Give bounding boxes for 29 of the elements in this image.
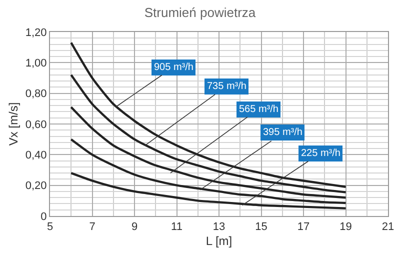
x-tick-label: 11 <box>171 221 182 234</box>
line-series <box>70 42 347 188</box>
x-tick-label: 13 <box>212 221 226 234</box>
annotation: 905 m³/h <box>154 62 194 73</box>
line-series <box>70 74 347 194</box>
x-tick-label: 7 <box>89 221 96 234</box>
x-tick-label: 19 <box>340 221 352 234</box>
x-tick-label: 15 <box>255 221 268 234</box>
y-tick-label: 1,20 <box>25 26 47 39</box>
y-tick-label: 1,00 <box>25 58 47 70</box>
annotation: 565 m³/h <box>239 104 278 115</box>
line-series <box>70 106 347 199</box>
y-axis-title: Vx [m/s] <box>6 102 21 146</box>
annotation: 225 m³/h <box>301 148 340 159</box>
y-tick-label: 0 <box>40 210 47 223</box>
line-series <box>70 172 347 210</box>
x-tick-label: 21 <box>382 221 394 234</box>
x-axis-title: L [m] <box>206 234 232 248</box>
x-tick-label: 5 <box>46 221 54 234</box>
chart-title: Strumień powietrza <box>144 5 256 20</box>
annotation: 735 m³/h <box>207 81 246 92</box>
y-tick-label: 0,60 <box>25 118 47 131</box>
y-tick-label: 0,20 <box>25 180 47 192</box>
line-series <box>70 138 347 204</box>
annotation: 395 m³/h <box>263 127 302 138</box>
y-tick-label: 0,80 <box>25 88 47 100</box>
x-tick-label: 9 <box>131 221 138 234</box>
x-tick-label: 17 <box>297 221 310 234</box>
y-tick-label: 0,40 <box>25 150 47 162</box>
